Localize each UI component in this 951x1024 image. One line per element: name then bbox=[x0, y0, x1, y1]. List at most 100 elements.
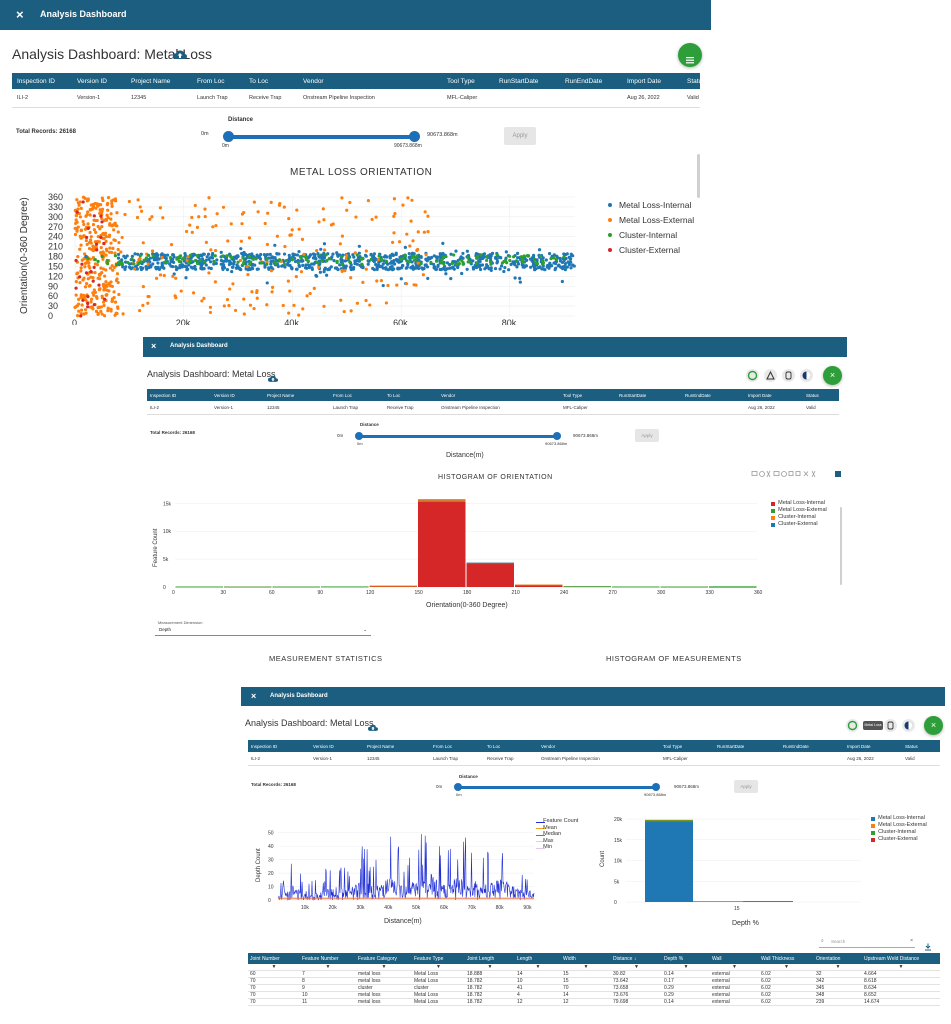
col-header[interactable]: Orientation bbox=[814, 953, 862, 964]
legend-item[interactable]: Mean bbox=[543, 824, 557, 831]
col-header[interactable]: RunStartDate bbox=[618, 389, 684, 401]
col-header[interactable]: Project Name bbox=[266, 389, 332, 401]
col-header[interactable]: RunEndDate bbox=[564, 73, 626, 89]
legend-item[interactable]: Min bbox=[543, 844, 553, 850]
close-icon[interactable]: × bbox=[151, 341, 157, 351]
menu-button[interactable] bbox=[678, 43, 702, 67]
hand-icon[interactable] bbox=[884, 719, 897, 732]
column-filter-icon[interactable]: ▼ bbox=[356, 964, 412, 971]
col-header[interactable]: Tool Type bbox=[662, 740, 716, 752]
contrast-icon[interactable] bbox=[902, 719, 915, 732]
apply-button[interactable]: Apply bbox=[635, 429, 659, 442]
col-header[interactable]: From Loc bbox=[432, 740, 486, 752]
col-header[interactable]: Width bbox=[561, 953, 611, 964]
legend-item[interactable]: Metal Loss-External bbox=[878, 822, 927, 828]
column-filter-icon[interactable]: ▼ bbox=[611, 964, 662, 971]
col-header[interactable]: Project Name bbox=[130, 73, 196, 89]
col-header[interactable]: Vendor bbox=[302, 73, 446, 89]
col-header[interactable]: Inspection ID bbox=[248, 740, 312, 752]
col-header[interactable]: Version ID bbox=[312, 740, 366, 752]
col-header[interactable]: Import Date bbox=[846, 740, 904, 752]
dashboard-icon[interactable] bbox=[764, 369, 777, 382]
col-header[interactable]: Status bbox=[686, 73, 700, 89]
col-header[interactable]: Import Date bbox=[626, 73, 686, 89]
legend-item[interactable]: Metal Loss-External bbox=[619, 215, 695, 225]
col-header[interactable]: Wall bbox=[710, 953, 759, 964]
slider-min-handle[interactable] bbox=[223, 131, 234, 142]
column-filter-icon[interactable]: ▼ bbox=[515, 964, 561, 971]
col-header[interactable]: From Loc bbox=[332, 389, 386, 401]
column-filter-icon[interactable]: ▼ bbox=[248, 964, 300, 971]
column-filter-icon[interactable]: ▼ bbox=[412, 964, 465, 971]
table-row[interactable]: ILI-2 Version-1 12345 Launch Trap Receiv… bbox=[248, 752, 940, 766]
clear-icon[interactable]: × bbox=[910, 938, 913, 944]
apply-button[interactable]: Apply bbox=[734, 780, 758, 793]
legend-item[interactable]: Max bbox=[543, 837, 554, 844]
legend-item[interactable]: Cluster-External bbox=[878, 836, 918, 842]
table-search[interactable]: ⌕ Search × bbox=[819, 938, 915, 948]
col-header[interactable]: Version ID bbox=[213, 389, 266, 401]
table-row[interactable]: 70 11 metal loss Metal Loss 18.782 12 12 79.698… bbox=[248, 998, 940, 1006]
column-filter-icon[interactable]: ▼ bbox=[300, 964, 356, 971]
legend-item[interactable]: Metal Loss-Internal bbox=[778, 500, 825, 506]
close-menu-button[interactable]: × bbox=[823, 366, 842, 385]
table-row[interactable]: 70 8 metal loss Metal Loss 18.782 10 15 73.642 0… bbox=[248, 977, 940, 985]
legend-item[interactable]: Median bbox=[543, 831, 562, 837]
column-filter-icon[interactable]: ▼ bbox=[710, 964, 759, 971]
col-header[interactable]: Inspection ID bbox=[12, 73, 76, 89]
close-icon[interactable]: × bbox=[16, 7, 24, 22]
table-row[interactable]: ILI-2 Version-1 12345 Launch Trap Receiv… bbox=[12, 89, 700, 108]
col-header[interactable]: Depth % bbox=[662, 953, 710, 964]
col-header[interactable]: To Loc bbox=[386, 389, 440, 401]
legend-item[interactable]: Cluster-Internal bbox=[619, 230, 678, 240]
col-header[interactable]: Upstream Weld Distance bbox=[862, 953, 940, 964]
scrollbar[interactable] bbox=[697, 154, 700, 198]
col-header[interactable]: From Loc bbox=[196, 73, 248, 89]
legend-item[interactable]: Metal Loss-External bbox=[778, 507, 827, 513]
col-header[interactable]: Status bbox=[904, 740, 940, 752]
col-header[interactable]: Inspection ID bbox=[147, 389, 213, 401]
legend-item[interactable]: Feature Count bbox=[543, 818, 579, 824]
measurement-dimension-select[interactable]: Depth ⌄ bbox=[155, 626, 371, 636]
cloud-upload-icon[interactable] bbox=[173, 47, 187, 59]
column-filter-icon[interactable]: ▼ bbox=[862, 964, 940, 971]
help-icon[interactable] bbox=[846, 719, 859, 732]
col-header[interactable]: To Loc bbox=[486, 740, 540, 752]
col-header[interactable]: To Loc bbox=[248, 73, 302, 89]
slider-max-handle[interactable] bbox=[553, 432, 561, 440]
col-header[interactable]: RunStartDate bbox=[498, 73, 564, 89]
table-row[interactable]: 70 10 metal loss Metal Loss 18.782 4 14 73.676 0… bbox=[248, 991, 940, 999]
slider-min-handle[interactable] bbox=[355, 432, 363, 440]
slider-min-handle[interactable] bbox=[454, 783, 462, 791]
scrollbar[interactable] bbox=[840, 507, 842, 585]
col-header[interactable]: Vendor bbox=[440, 389, 562, 401]
column-filter-icon[interactable]: ▼ bbox=[814, 964, 862, 971]
col-header[interactable]: RunStartDate bbox=[716, 740, 782, 752]
apply-button[interactable]: Apply bbox=[504, 127, 536, 145]
col-header[interactable]: Status bbox=[805, 389, 839, 401]
col-header[interactable]: Feature Type bbox=[412, 953, 465, 964]
table-row[interactable]: 70 9 cluster cluster 18.782 41 70 73.658 0.29 ext… bbox=[248, 984, 940, 992]
table-row[interactable]: ILI-2 Version-1 12345 Launch Trap Receiv… bbox=[147, 401, 839, 415]
col-header[interactable]: Vendor bbox=[540, 740, 662, 752]
col-header[interactable]: Joint Length bbox=[465, 953, 515, 964]
col-header[interactable]: Length bbox=[515, 953, 561, 964]
col-header[interactable]: Version ID bbox=[76, 73, 130, 89]
contrast-icon[interactable] bbox=[800, 369, 813, 382]
col-header[interactable]: Tool Type bbox=[446, 73, 498, 89]
distance-slider[interactable] bbox=[458, 786, 655, 789]
column-filter-icon[interactable]: ▼ bbox=[561, 964, 611, 971]
col-header-distance[interactable]: Distance ↓ bbox=[611, 953, 662, 964]
cloud-upload-icon[interactable] bbox=[268, 370, 278, 382]
col-header[interactable]: RunEndDate bbox=[782, 740, 846, 752]
help-icon[interactable] bbox=[746, 369, 759, 382]
legend-item[interactable]: Cluster-Internal bbox=[778, 514, 816, 520]
col-header[interactable]: Wall Thickness bbox=[759, 953, 814, 964]
legend-item[interactable]: Cluster-External bbox=[619, 245, 680, 255]
slider-max-handle[interactable] bbox=[652, 783, 660, 791]
column-filter-icon[interactable]: ▼ bbox=[759, 964, 814, 971]
col-header[interactable]: Project Name bbox=[366, 740, 432, 752]
cloud-upload-icon[interactable] bbox=[368, 719, 378, 731]
close-icon[interactable]: × bbox=[251, 691, 257, 701]
col-header[interactable]: RunEndDate bbox=[684, 389, 747, 401]
